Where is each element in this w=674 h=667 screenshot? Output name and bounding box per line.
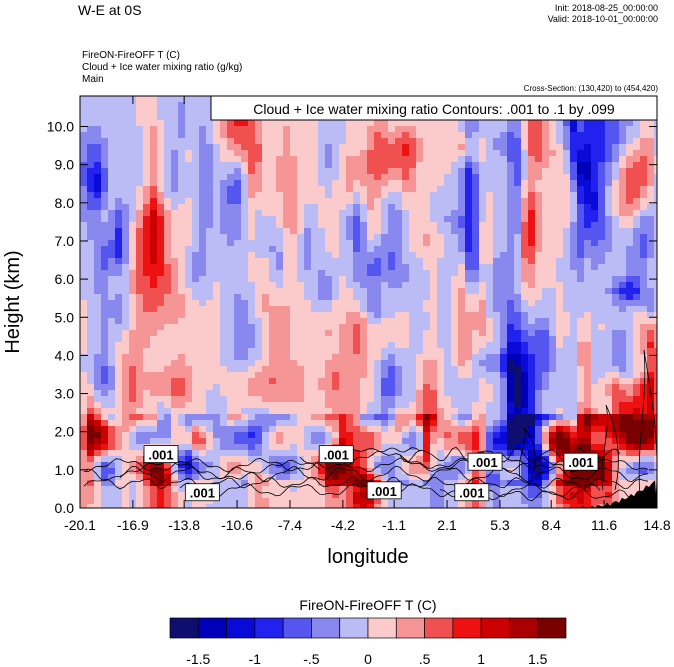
- colorbar-swatch: [480, 617, 510, 639]
- x-tick-label: -10.6: [221, 517, 253, 533]
- colorbar-swatch: [367, 617, 397, 639]
- x-tick-label: -13.8: [168, 517, 200, 533]
- contour-label-box: [366, 481, 402, 500]
- contour-label: .001: [372, 484, 397, 499]
- field-title-main: Main: [82, 74, 104, 85]
- x-axis-title: longitude: [327, 546, 408, 568]
- colorbar-swatch: [282, 617, 312, 639]
- x-tick-label: -7.4: [278, 517, 302, 533]
- colorbar-swatch: [226, 617, 256, 639]
- colorbar-tick-label: -1: [249, 651, 262, 667]
- contour-labels: .001 .001 .001 .001 .001 .001 .001: [143, 445, 599, 502]
- colorbar-tick-labels: -1.5 -1 -.5 0 .5 1 1.5: [186, 651, 547, 667]
- contour-label-box: [467, 452, 503, 471]
- init-time: Init: 2018-08-25_00:00:00: [554, 3, 658, 13]
- y-tick-label: 4.0: [55, 347, 75, 363]
- x-tick-label: 5.3: [490, 517, 510, 533]
- contour-label-box: [318, 445, 354, 463]
- colorbar-swatch: [395, 617, 425, 639]
- y-tick-label: 10.0: [47, 119, 74, 135]
- colorbar-swatch: [537, 617, 567, 639]
- y-tick-label: 5.0: [55, 309, 75, 325]
- x-axis: -20.1 -16.9 -13.8 -10.6 -7.4 -4.2 -1.1 2.1 5.3 8.…: [64, 96, 671, 533]
- contour-info-box: [210, 95, 658, 121]
- y-tick-label: 1.0: [55, 462, 75, 478]
- y-axis: 0.0 1.0 2.0 3.0 4.0 5.0 6.0 7.0 8.0 9.0 10.0: [47, 119, 657, 516]
- y-tick-label: 2.0: [55, 424, 75, 440]
- contour-label: .001: [459, 486, 484, 501]
- y-tick-label: 6.0: [55, 271, 75, 287]
- y-tick-label: 7.0: [55, 233, 75, 249]
- field-title-mixing-ratio: Cloud + Ice water mixing ratio (g/kg): [82, 62, 243, 73]
- colorbar-swatch: [169, 617, 199, 639]
- x-tick-label: 2.1: [437, 517, 457, 533]
- colorbar-tick-label: .5: [419, 651, 431, 667]
- colorbar-title: FireON-FireOFF T (C): [299, 597, 436, 613]
- colorbar-tick-label: -1.5: [186, 651, 210, 667]
- colorbar-swatch: [424, 617, 454, 639]
- x-tick-label: -20.1: [64, 517, 96, 533]
- x-tick-label: -1.1: [382, 517, 406, 533]
- x-tick-label: -16.9: [117, 517, 149, 533]
- colorbar-swatch: [509, 617, 539, 639]
- colorbar: [169, 617, 567, 639]
- contour-label: .001: [324, 448, 349, 463]
- x-tick-label: 8.4: [541, 517, 561, 533]
- valid-time: Valid: 2018-10-01_00:00:00: [547, 14, 658, 24]
- colorbar-tick-label: 0: [364, 651, 372, 667]
- cross-section-label: Cross-Section: (130,420) to (454,420): [523, 84, 658, 93]
- terrain-silhouette: [580, 480, 657, 508]
- colorbar-swatch: [197, 617, 227, 639]
- temperature-difference-field: [80, 96, 657, 508]
- y-axis-title: Height (km): [2, 250, 24, 353]
- contour-label-box: [143, 445, 179, 463]
- contour-label: .001: [148, 448, 173, 463]
- main-title: W-E at 0S: [78, 2, 142, 18]
- colorbar-swatch: [452, 617, 482, 639]
- y-tick-label: 9.0: [55, 157, 75, 173]
- y-tick-label: 3.0: [55, 386, 75, 402]
- y-tick-label: 8.0: [55, 195, 75, 211]
- colorbar-swatch: [254, 617, 284, 639]
- colorbar-tick-label: 1: [477, 651, 485, 667]
- contour-info: Cloud + Ice water mixing ratio Contours:…: [253, 101, 615, 117]
- contour-label: .001: [472, 455, 497, 470]
- contour-label-box: [454, 483, 490, 502]
- contour-label-box: [184, 483, 220, 502]
- colorbar-tick-label: 1.5: [528, 651, 548, 667]
- x-tick-label: -4.2: [331, 517, 355, 533]
- colorbar-swatch: [311, 617, 341, 639]
- colorbar-tick-label: -.5: [303, 651, 320, 667]
- x-tick-label: 14.8: [643, 517, 670, 533]
- contour-label: .001: [190, 486, 215, 501]
- field-title-temperature: FireON-FireOFF T (C): [82, 50, 180, 61]
- colorbar-swatch: [339, 617, 369, 639]
- contour-label-box: [563, 452, 599, 471]
- y-tick-label: 0.0: [55, 500, 75, 516]
- x-tick-label: 11.6: [591, 517, 617, 533]
- contour-label: .001: [568, 455, 593, 470]
